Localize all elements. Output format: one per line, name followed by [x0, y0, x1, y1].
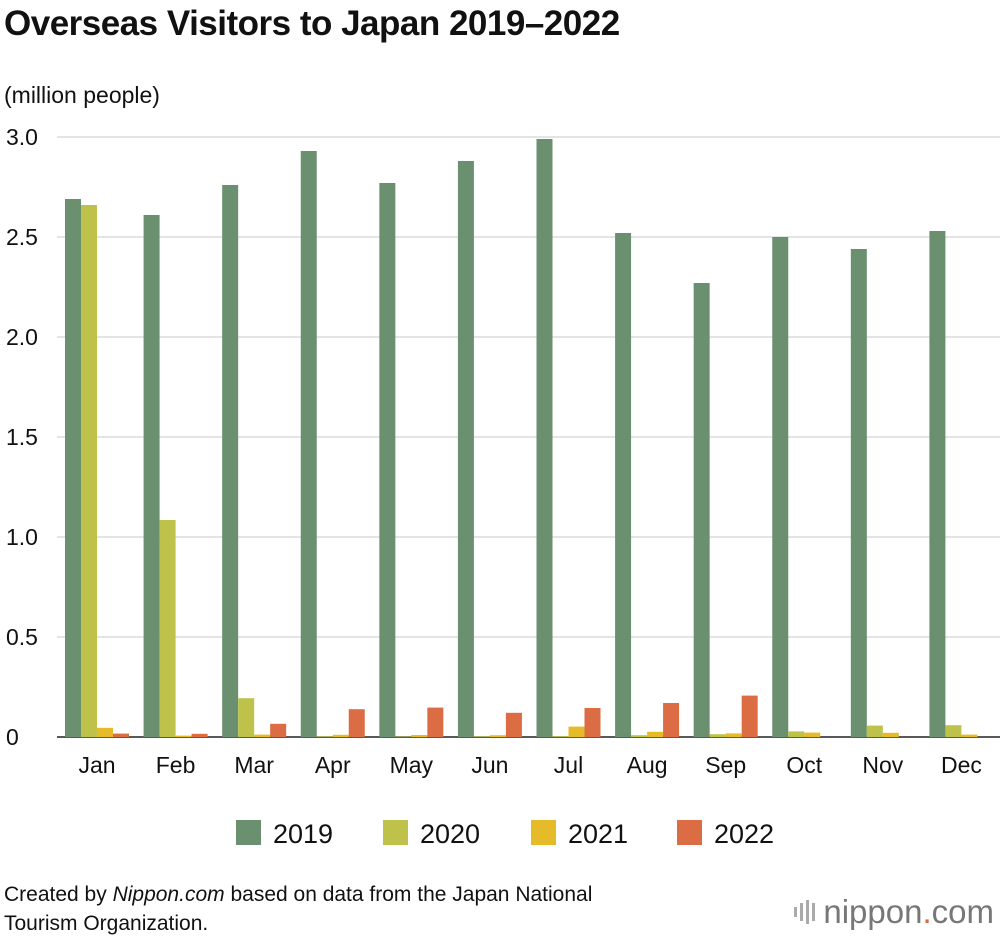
bar-2022-aug — [663, 703, 680, 737]
source-site: Nippon.com — [112, 883, 225, 906]
legend-label-2019: 2019 — [273, 819, 333, 849]
logo-tld: com — [931, 893, 994, 930]
y-axis-unit-label: (million people) — [4, 82, 160, 108]
bar-2019-mar — [222, 185, 239, 737]
bar-2021-mar — [254, 734, 271, 737]
legend-swatch-2020 — [383, 820, 408, 845]
bar-2020-nov — [866, 725, 883, 737]
bar-chart: 0 0.5 1.0 1.5 2.0 2.5 3.0 Jan Feb Mar Apr May Jun Ju… — [6, 124, 1000, 849]
bar-2020-sep — [709, 734, 726, 737]
bar-2021-nov — [882, 732, 899, 737]
y-tick-label: 3.0 — [6, 124, 38, 150]
bar-2020-mar — [238, 698, 255, 737]
bar-2020-jul — [552, 736, 569, 737]
x-tick-label: Jan — [78, 752, 115, 778]
bar-2019-jul — [536, 139, 553, 737]
bar-2019-feb — [143, 215, 160, 737]
bar-2019-apr — [300, 151, 317, 737]
logo-name: nippon — [823, 893, 923, 930]
legend-swatch-2021 — [531, 820, 556, 845]
legend-swatch-2019 — [236, 820, 261, 845]
bar-2022-sep — [741, 695, 758, 737]
bar-2021-oct — [804, 732, 821, 737]
x-tick-label: Feb — [156, 752, 196, 778]
bar-2019-jun — [457, 161, 474, 737]
bar-2022-apr — [348, 709, 365, 737]
source-line2: Tourism Organization. — [4, 912, 209, 935]
bar-2022-jan — [113, 733, 129, 737]
y-tick-label: 1.5 — [6, 424, 38, 450]
source-prefix: Created by — [4, 883, 113, 906]
y-tick-label: 0.5 — [6, 624, 38, 650]
legend: 2019 2020 2021 2022 — [236, 819, 774, 849]
bar-2019-oct — [772, 237, 789, 737]
bar-2019-nov — [850, 249, 867, 737]
bar-2022-mar — [270, 723, 287, 737]
bar-2019-may — [379, 183, 396, 737]
y-tick-label: 1.0 — [6, 524, 38, 550]
bar-2021-jul — [568, 726, 585, 737]
bar-2019-sep — [693, 283, 710, 737]
bar-2021-aug — [647, 731, 664, 737]
bar-2020-apr — [316, 736, 333, 737]
bar-2022-jul — [584, 708, 601, 737]
y-tick-label: 2.0 — [6, 324, 38, 350]
bar-2020-aug — [631, 735, 648, 737]
bar-2019-aug — [615, 233, 632, 737]
chart-title: Overseas Visitors to Japan 2019–2022 — [4, 4, 620, 43]
bar-2020-feb — [159, 520, 176, 737]
grid-lines — [57, 136, 1000, 738]
x-tick-label: Nov — [862, 752, 903, 778]
y-tick-label: 0 — [6, 724, 19, 750]
x-tick-label: Jun — [471, 752, 508, 778]
logo-dot: . — [922, 893, 932, 930]
x-tick-label: Sep — [705, 752, 746, 778]
y-axis-ticks: 0 0.5 1.0 1.5 2.0 2.5 3.0 — [6, 124, 38, 750]
bar-2021-dec — [961, 734, 978, 737]
bar-2019-dec — [929, 231, 946, 737]
bar-2021-apr — [332, 734, 349, 737]
bar-2021-sep — [725, 733, 742, 737]
x-tick-label: May — [390, 752, 434, 778]
y-tick-label: 2.5 — [6, 224, 38, 250]
bar-2020-jan — [81, 205, 97, 737]
bar-2020-dec — [945, 725, 962, 737]
source-suffix: based on data from the Japan National — [224, 883, 593, 906]
bar-2020-jun — [473, 736, 490, 737]
x-tick-label: Apr — [315, 752, 351, 778]
x-tick-label: Jul — [554, 752, 583, 778]
x-tick-label: Oct — [786, 752, 822, 778]
x-tick-label: Aug — [627, 752, 668, 778]
bars — [65, 139, 978, 737]
bar-2019-jan — [65, 199, 81, 737]
legend-label-2020: 2020 — [420, 819, 480, 849]
bar-2021-feb — [175, 735, 192, 737]
x-axis-ticks: Jan Feb Mar Apr May Jun Jul Aug Sep Oct Nov Dec — [78, 752, 981, 778]
bar-2021-jun — [489, 735, 506, 737]
bar-2022-feb — [191, 733, 208, 737]
bar-2021-may — [411, 735, 428, 737]
source-note: Created by Nippon.com based on data from… — [4, 880, 592, 938]
legend-label-2021: 2021 — [568, 819, 628, 849]
logo-bars-icon — [794, 900, 816, 924]
bar-2020-oct — [788, 731, 805, 737]
bar-2022-jun — [505, 712, 522, 737]
bar-2022-may — [427, 707, 444, 737]
x-tick-label: Mar — [234, 752, 274, 778]
bar-2021-jan — [97, 727, 113, 737]
legend-swatch-2022 — [677, 820, 702, 845]
legend-label-2022: 2022 — [714, 819, 774, 849]
nippon-logo: nippon. com — [794, 893, 994, 931]
x-tick-label: Dec — [941, 752, 982, 778]
